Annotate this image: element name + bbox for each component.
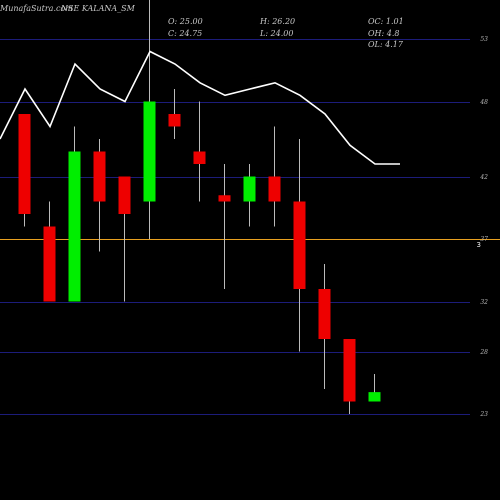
moving-average-line [0, 50, 400, 165]
open-value: O: 25.00 [168, 17, 203, 26]
candle-body [168, 114, 181, 127]
chart-title: NSE KALANA_SM [61, 4, 135, 13]
y-tick-label: 23 [480, 410, 488, 418]
watermark: MunafaSutra.com [0, 4, 73, 13]
candle-body [343, 339, 356, 402]
moving-average-layer [0, 50, 400, 165]
candle-body [43, 226, 56, 302]
candle-body [293, 201, 306, 289]
y-tick-label: 32 [480, 298, 488, 306]
candle-body [193, 151, 206, 164]
oc-value: OC: 1.01 [368, 17, 404, 26]
y-tick-label: 53 [480, 35, 488, 43]
candle-body [143, 101, 156, 202]
candle-body [18, 114, 31, 214]
candle-body [93, 151, 106, 202]
oh-value: OH: 4.8 [368, 29, 400, 38]
candle-body [318, 289, 331, 339]
y-tick-label: 37 [480, 235, 488, 243]
reference-badge: 3 [476, 240, 481, 249]
y-tick-label: 42 [480, 173, 488, 181]
candle-body [218, 195, 231, 202]
ol-value: OL: 4.17 [368, 40, 403, 49]
candle-body [118, 176, 131, 214]
candle-body [243, 176, 256, 202]
high-value: H: 26.20 [260, 17, 296, 26]
y-tick-label: 28 [480, 348, 488, 356]
candle-body [68, 151, 81, 302]
candle-body [268, 176, 281, 202]
y-tick-label: 48 [480, 98, 488, 106]
candle-body [368, 392, 381, 402]
close-value: C: 24.75 [168, 29, 203, 38]
low-value: L: 24.00 [260, 29, 294, 38]
candle-layer [18, 0, 381, 414]
